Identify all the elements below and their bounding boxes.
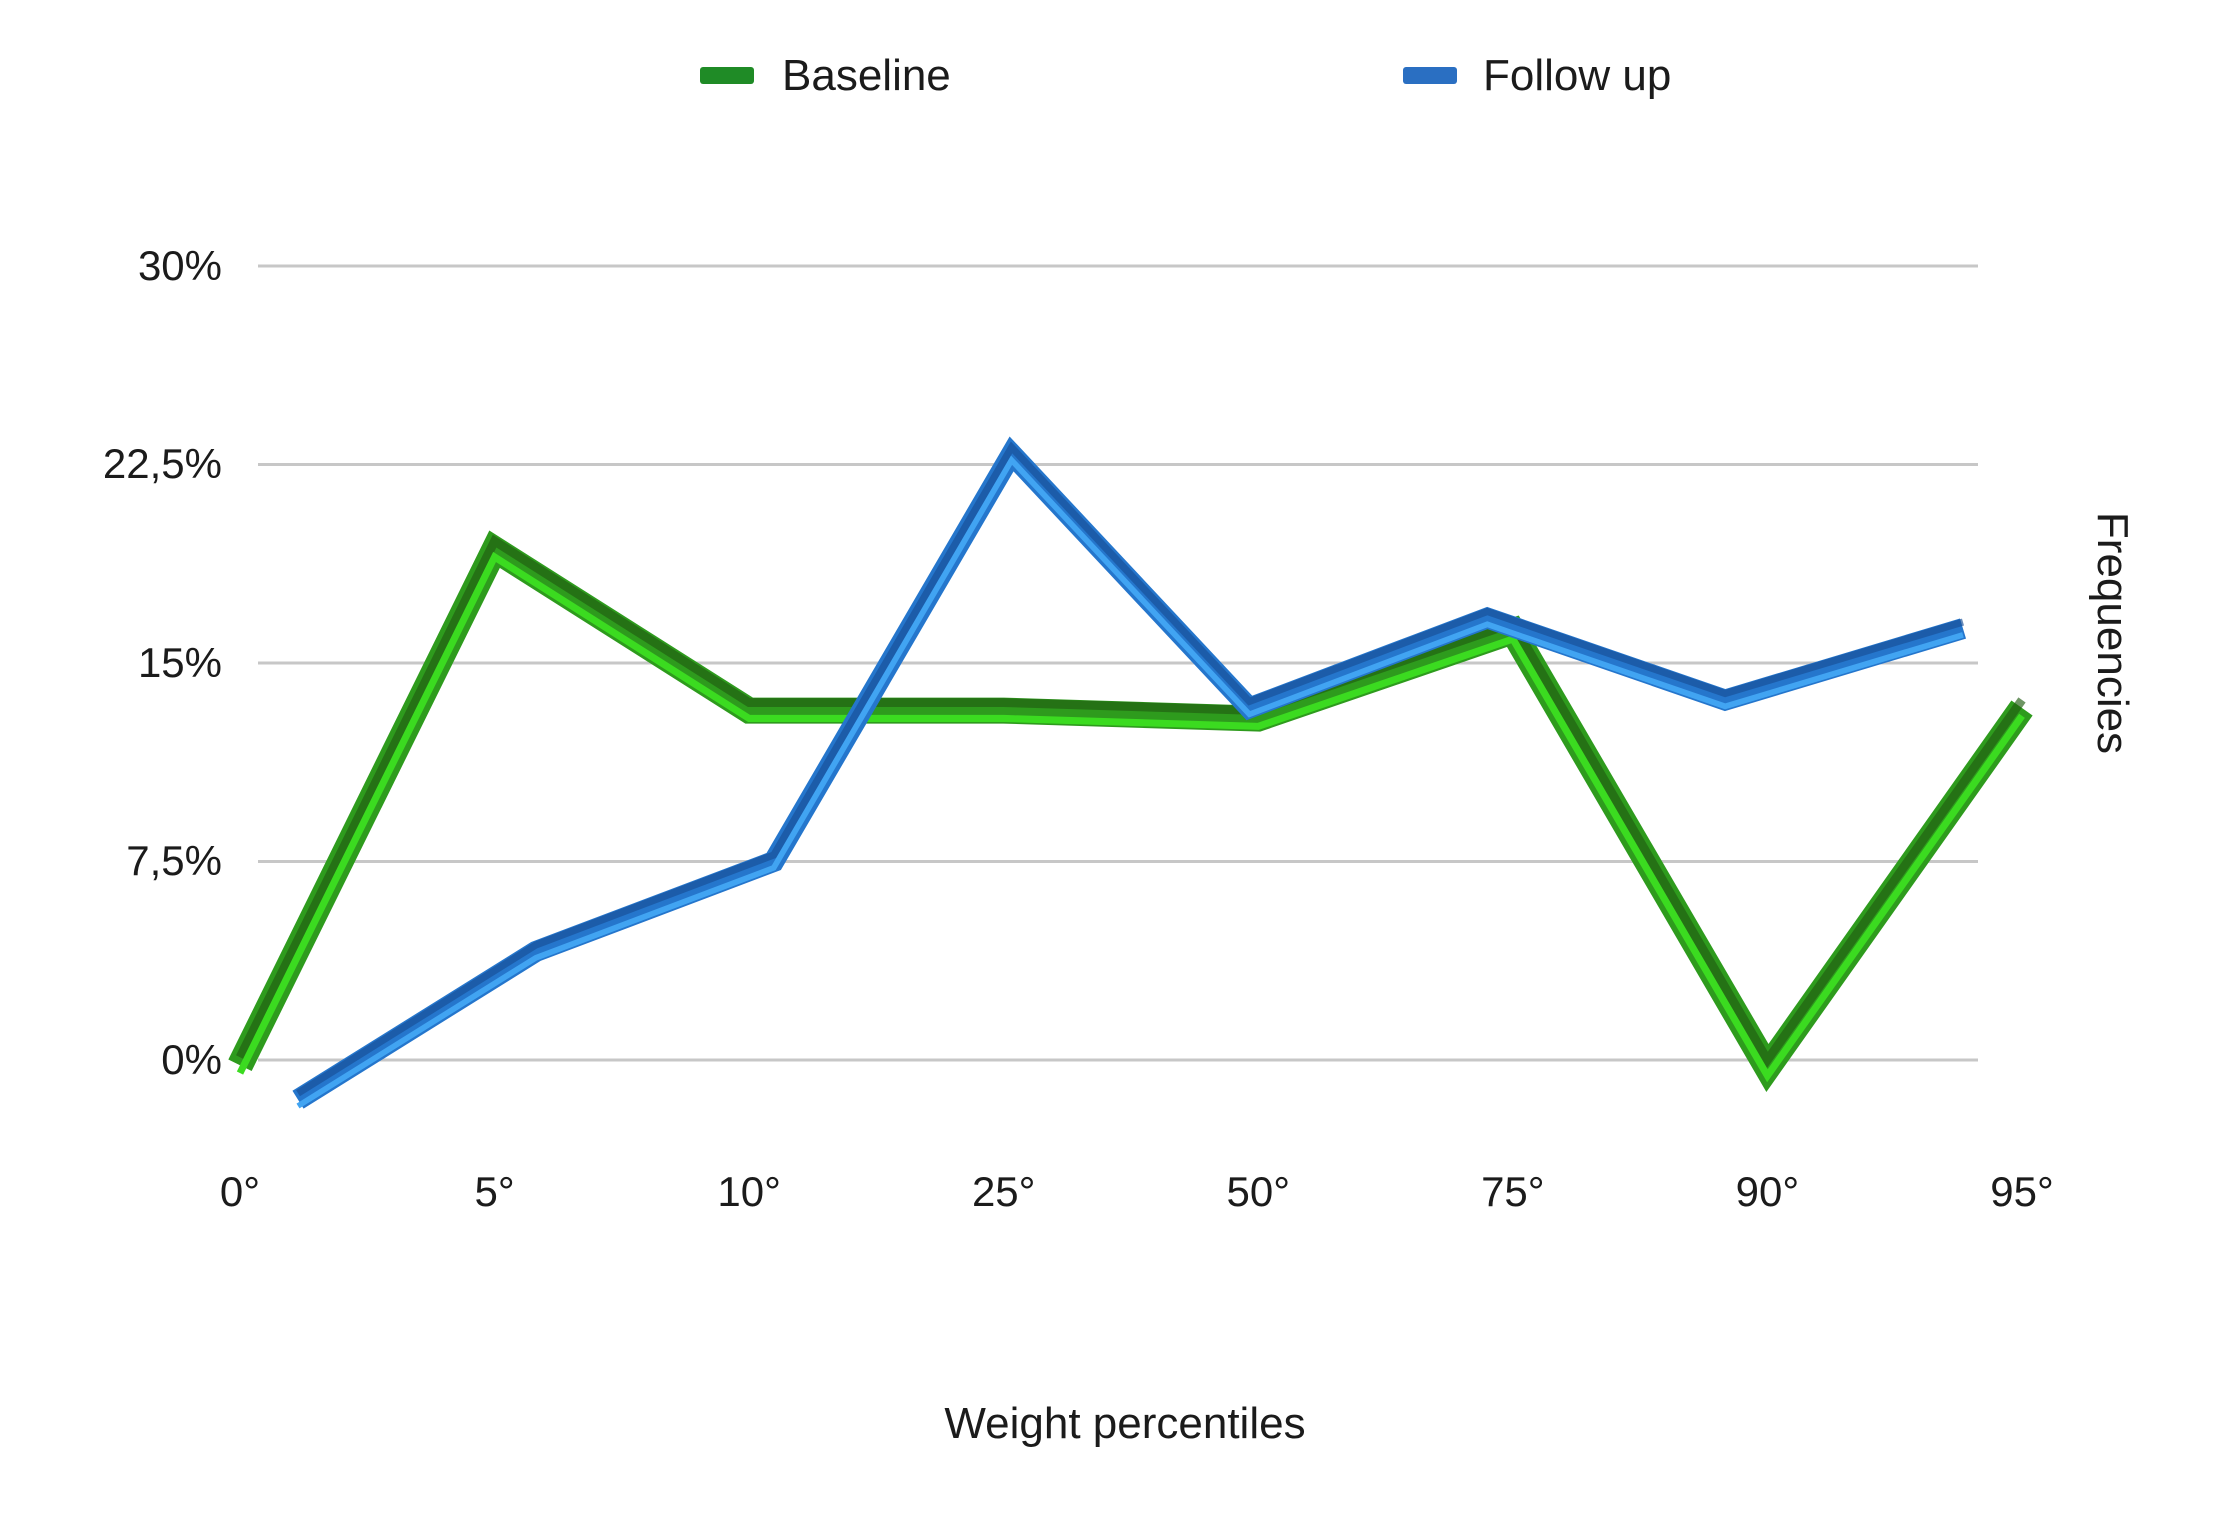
x-axis-title: Weight percentiles bbox=[944, 1399, 1306, 1448]
series-follow-up bbox=[292, 436, 1967, 1109]
series-baseline bbox=[228, 530, 2033, 1092]
legend-label: Follow up bbox=[1483, 51, 1672, 100]
legend-swatch-icon bbox=[1403, 67, 1457, 84]
y-tick-label-15%: 15% bbox=[137, 638, 222, 686]
x-tick-label-50°: 50° bbox=[1226, 1168, 1291, 1215]
x-tick-label-95°: 95° bbox=[1990, 1168, 2054, 1215]
legend-label: Baseline bbox=[782, 51, 951, 100]
x-tick-label-10°: 10° bbox=[717, 1168, 781, 1215]
series-line bbox=[292, 436, 1967, 1109]
x-tick-label-75°: 75° bbox=[1481, 1168, 1545, 1215]
x-tick-label-5°: 5° bbox=[474, 1168, 515, 1215]
series-line bbox=[296, 455, 1964, 1109]
y-tick-label-22,5%: 22,5% bbox=[102, 440, 222, 488]
series-line bbox=[236, 534, 2026, 1069]
y-axis-title: Frequencies bbox=[2088, 511, 2137, 755]
series-line bbox=[296, 441, 1965, 1097]
legend-swatch-icon bbox=[700, 67, 754, 84]
y-tick-label-30%: 30% bbox=[137, 241, 222, 289]
x-tick-label-0°: 0° bbox=[219, 1168, 261, 1215]
series-line bbox=[236, 551, 2025, 1083]
x-tick-label-90°: 90° bbox=[1735, 1168, 1800, 1215]
y-tick-label-0%: 0% bbox=[161, 1036, 222, 1083]
series-line bbox=[228, 530, 2033, 1092]
x-tick-label-25°: 25° bbox=[971, 1168, 1036, 1215]
y-tick-label-7,5%: 7,5% bbox=[126, 837, 222, 885]
